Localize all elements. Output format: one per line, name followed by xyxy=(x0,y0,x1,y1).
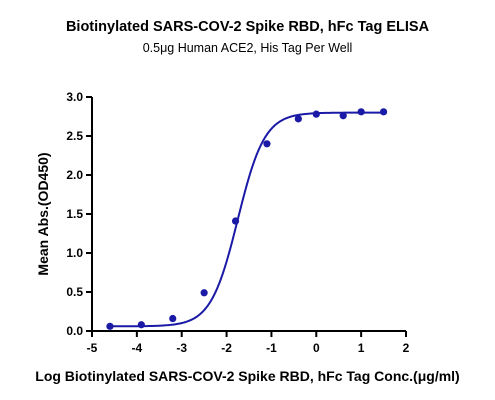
data-point xyxy=(231,217,240,225)
data-point xyxy=(169,314,177,323)
data-points xyxy=(106,108,388,330)
data-point xyxy=(263,140,271,148)
data-point xyxy=(379,108,388,116)
y-tick-label: 0.5 xyxy=(66,285,83,299)
y-tick-label: 3.0 xyxy=(66,90,83,104)
x-tick-label: -2 xyxy=(221,341,232,355)
y-tick-label: 1.0 xyxy=(66,246,83,260)
x-tick-label: 1 xyxy=(358,341,365,355)
x-tick-label: -5 xyxy=(87,341,98,355)
data-point xyxy=(106,322,114,330)
x-tick-label: -1 xyxy=(266,341,277,355)
chart-title: Biotinylated SARS-COV-2 Spike RBD, hFc T… xyxy=(66,19,430,35)
y-tick-label: 1.5 xyxy=(66,207,83,221)
fit-curve xyxy=(109,111,384,328)
y-tick-label: 0.0 xyxy=(66,324,83,338)
data-point xyxy=(339,112,347,120)
y-axis: 0.0 0.5 1.0 1.5 2.0 2.5 3.0 xyxy=(66,90,93,338)
data-point xyxy=(137,321,145,329)
x-axis-label: Log Biotinylated SARS-COV-2 Spike RBD, h… xyxy=(35,368,459,384)
data-point xyxy=(357,108,365,116)
x-tick-label: 2 xyxy=(403,341,410,355)
data-point xyxy=(294,115,302,123)
data-point xyxy=(312,110,320,118)
y-axis-label: Mean Abs.(OD450) xyxy=(35,152,51,275)
x-tick-label: -4 xyxy=(132,341,143,355)
x-tick-label: 0 xyxy=(313,341,320,355)
y-tick-label: 2.5 xyxy=(66,129,83,143)
chart-subtitle: 0.5μg Human ACE2, His Tag Per Well xyxy=(143,41,353,55)
data-point xyxy=(200,289,208,297)
x-axis: -5 -4 -3 -2 -1 0 1 2 xyxy=(87,330,410,355)
x-tick-label: -3 xyxy=(176,341,187,355)
y-tick-label: 2.0 xyxy=(66,168,83,182)
